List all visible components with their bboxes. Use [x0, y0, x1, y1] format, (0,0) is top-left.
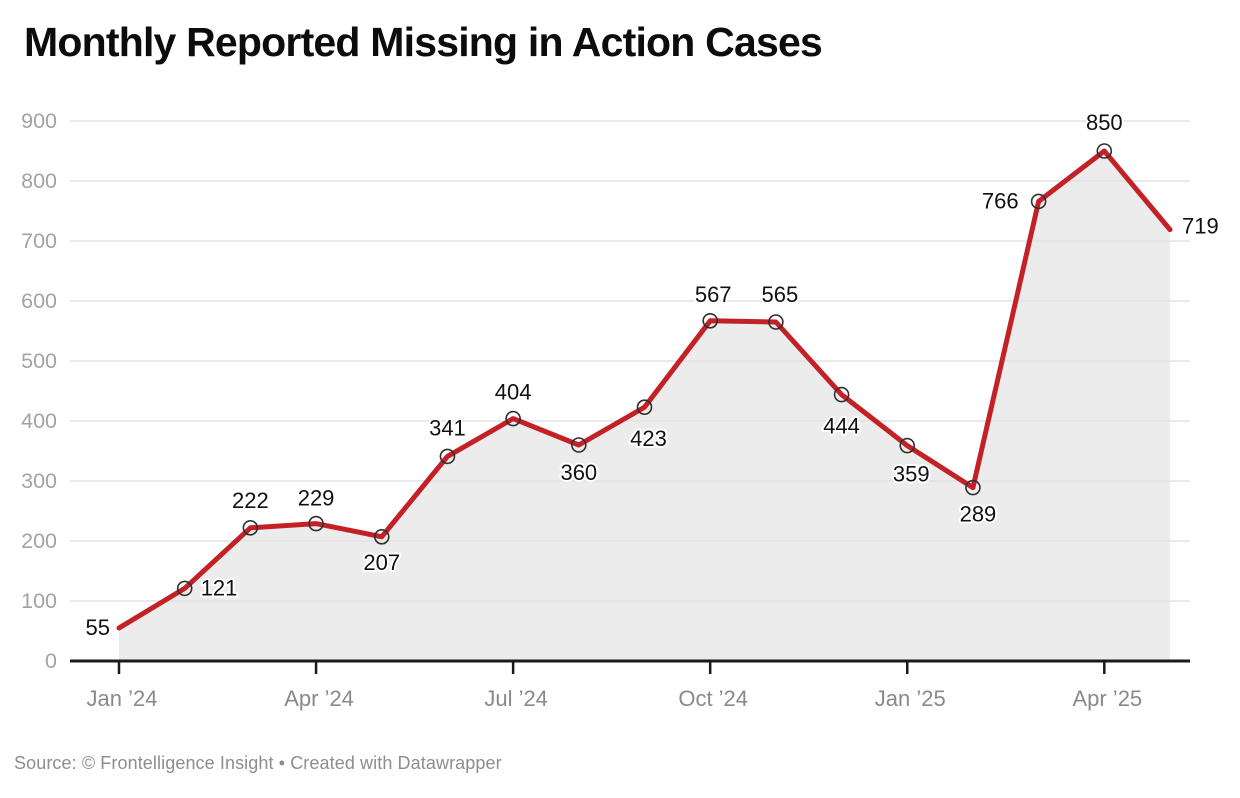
data-point-marker[interactable]	[571, 437, 587, 453]
value-label: 850	[1086, 110, 1123, 135]
y-axis-label-200: 200	[21, 529, 57, 553]
data-point-marker[interactable]	[899, 437, 916, 454]
data-point-marker[interactable]	[768, 314, 784, 330]
value-label: 404	[495, 380, 532, 405]
value-label: 423	[630, 426, 667, 451]
data-line	[116, 148, 1173, 631]
value-label: 719	[1182, 214, 1219, 239]
data-point-marker[interactable]	[1096, 143, 1113, 159]
x-axis-label-5: Apr ’25	[1072, 686, 1142, 711]
value-label: 341	[429, 415, 466, 440]
x-axis-label-4: Jan ’25	[875, 686, 946, 711]
value-label: 289	[960, 502, 997, 527]
x-axis-label-1: Apr ’24	[284, 686, 354, 711]
y-axis-label-100: 100	[21, 589, 57, 613]
data-point-marker[interactable]	[965, 479, 981, 496]
area-fill	[119, 151, 1170, 661]
x-axis-label-2: Jul ’24	[484, 686, 548, 711]
x-axis-label-3: Oct ’24	[678, 686, 748, 711]
y-axis-label-400: 400	[21, 409, 57, 433]
data-point-marker[interactable]	[833, 386, 850, 403]
y-axis-label-800: 800	[21, 169, 57, 193]
data-point-marker[interactable]	[439, 448, 456, 465]
value-label: 207	[363, 550, 400, 575]
value-label: 567	[695, 282, 732, 307]
data-point-marker[interactable]	[702, 312, 718, 329]
y-axis-label-600: 600	[21, 289, 57, 313]
data-point-marker[interactable]	[505, 410, 521, 427]
value-label: 121	[201, 575, 238, 600]
value-label: 229	[298, 486, 335, 511]
value-label: 766	[982, 188, 1019, 213]
data-point-marker[interactable]	[636, 399, 653, 416]
line-chart-canvas: 0 100 200 300 400 500 600 700 800 900 Jan ’24 Apr ’…	[21, 108, 1221, 711]
data-point-marker[interactable]	[1030, 193, 1047, 210]
y-axis-label-300: 300	[21, 469, 57, 493]
data-point-marker[interactable]	[308, 515, 324, 532]
x-axis-label-0: Jan ’24	[87, 686, 158, 711]
value-label: 444	[823, 414, 860, 439]
value-label: 565	[762, 282, 799, 307]
y-axis-label-0: 0	[45, 649, 57, 673]
value-label: 360	[560, 460, 597, 485]
source-attribution: Source: © Frontelligence Insight • Creat…	[14, 753, 502, 773]
y-axis-label-700: 700	[21, 229, 57, 253]
value-label: 359	[893, 462, 930, 487]
data-point-marker[interactable]	[373, 528, 390, 545]
data-point-marker[interactable]	[242, 519, 259, 536]
value-label: 222	[232, 488, 269, 513]
y-axis-label-500: 500	[21, 349, 57, 373]
y-axis-label-900: 900	[21, 109, 57, 133]
data-point-marker[interactable]	[176, 580, 193, 597]
chart-title: Monthly Reported Missing in Action Cases	[24, 19, 823, 65]
value-label: 55	[86, 615, 110, 640]
